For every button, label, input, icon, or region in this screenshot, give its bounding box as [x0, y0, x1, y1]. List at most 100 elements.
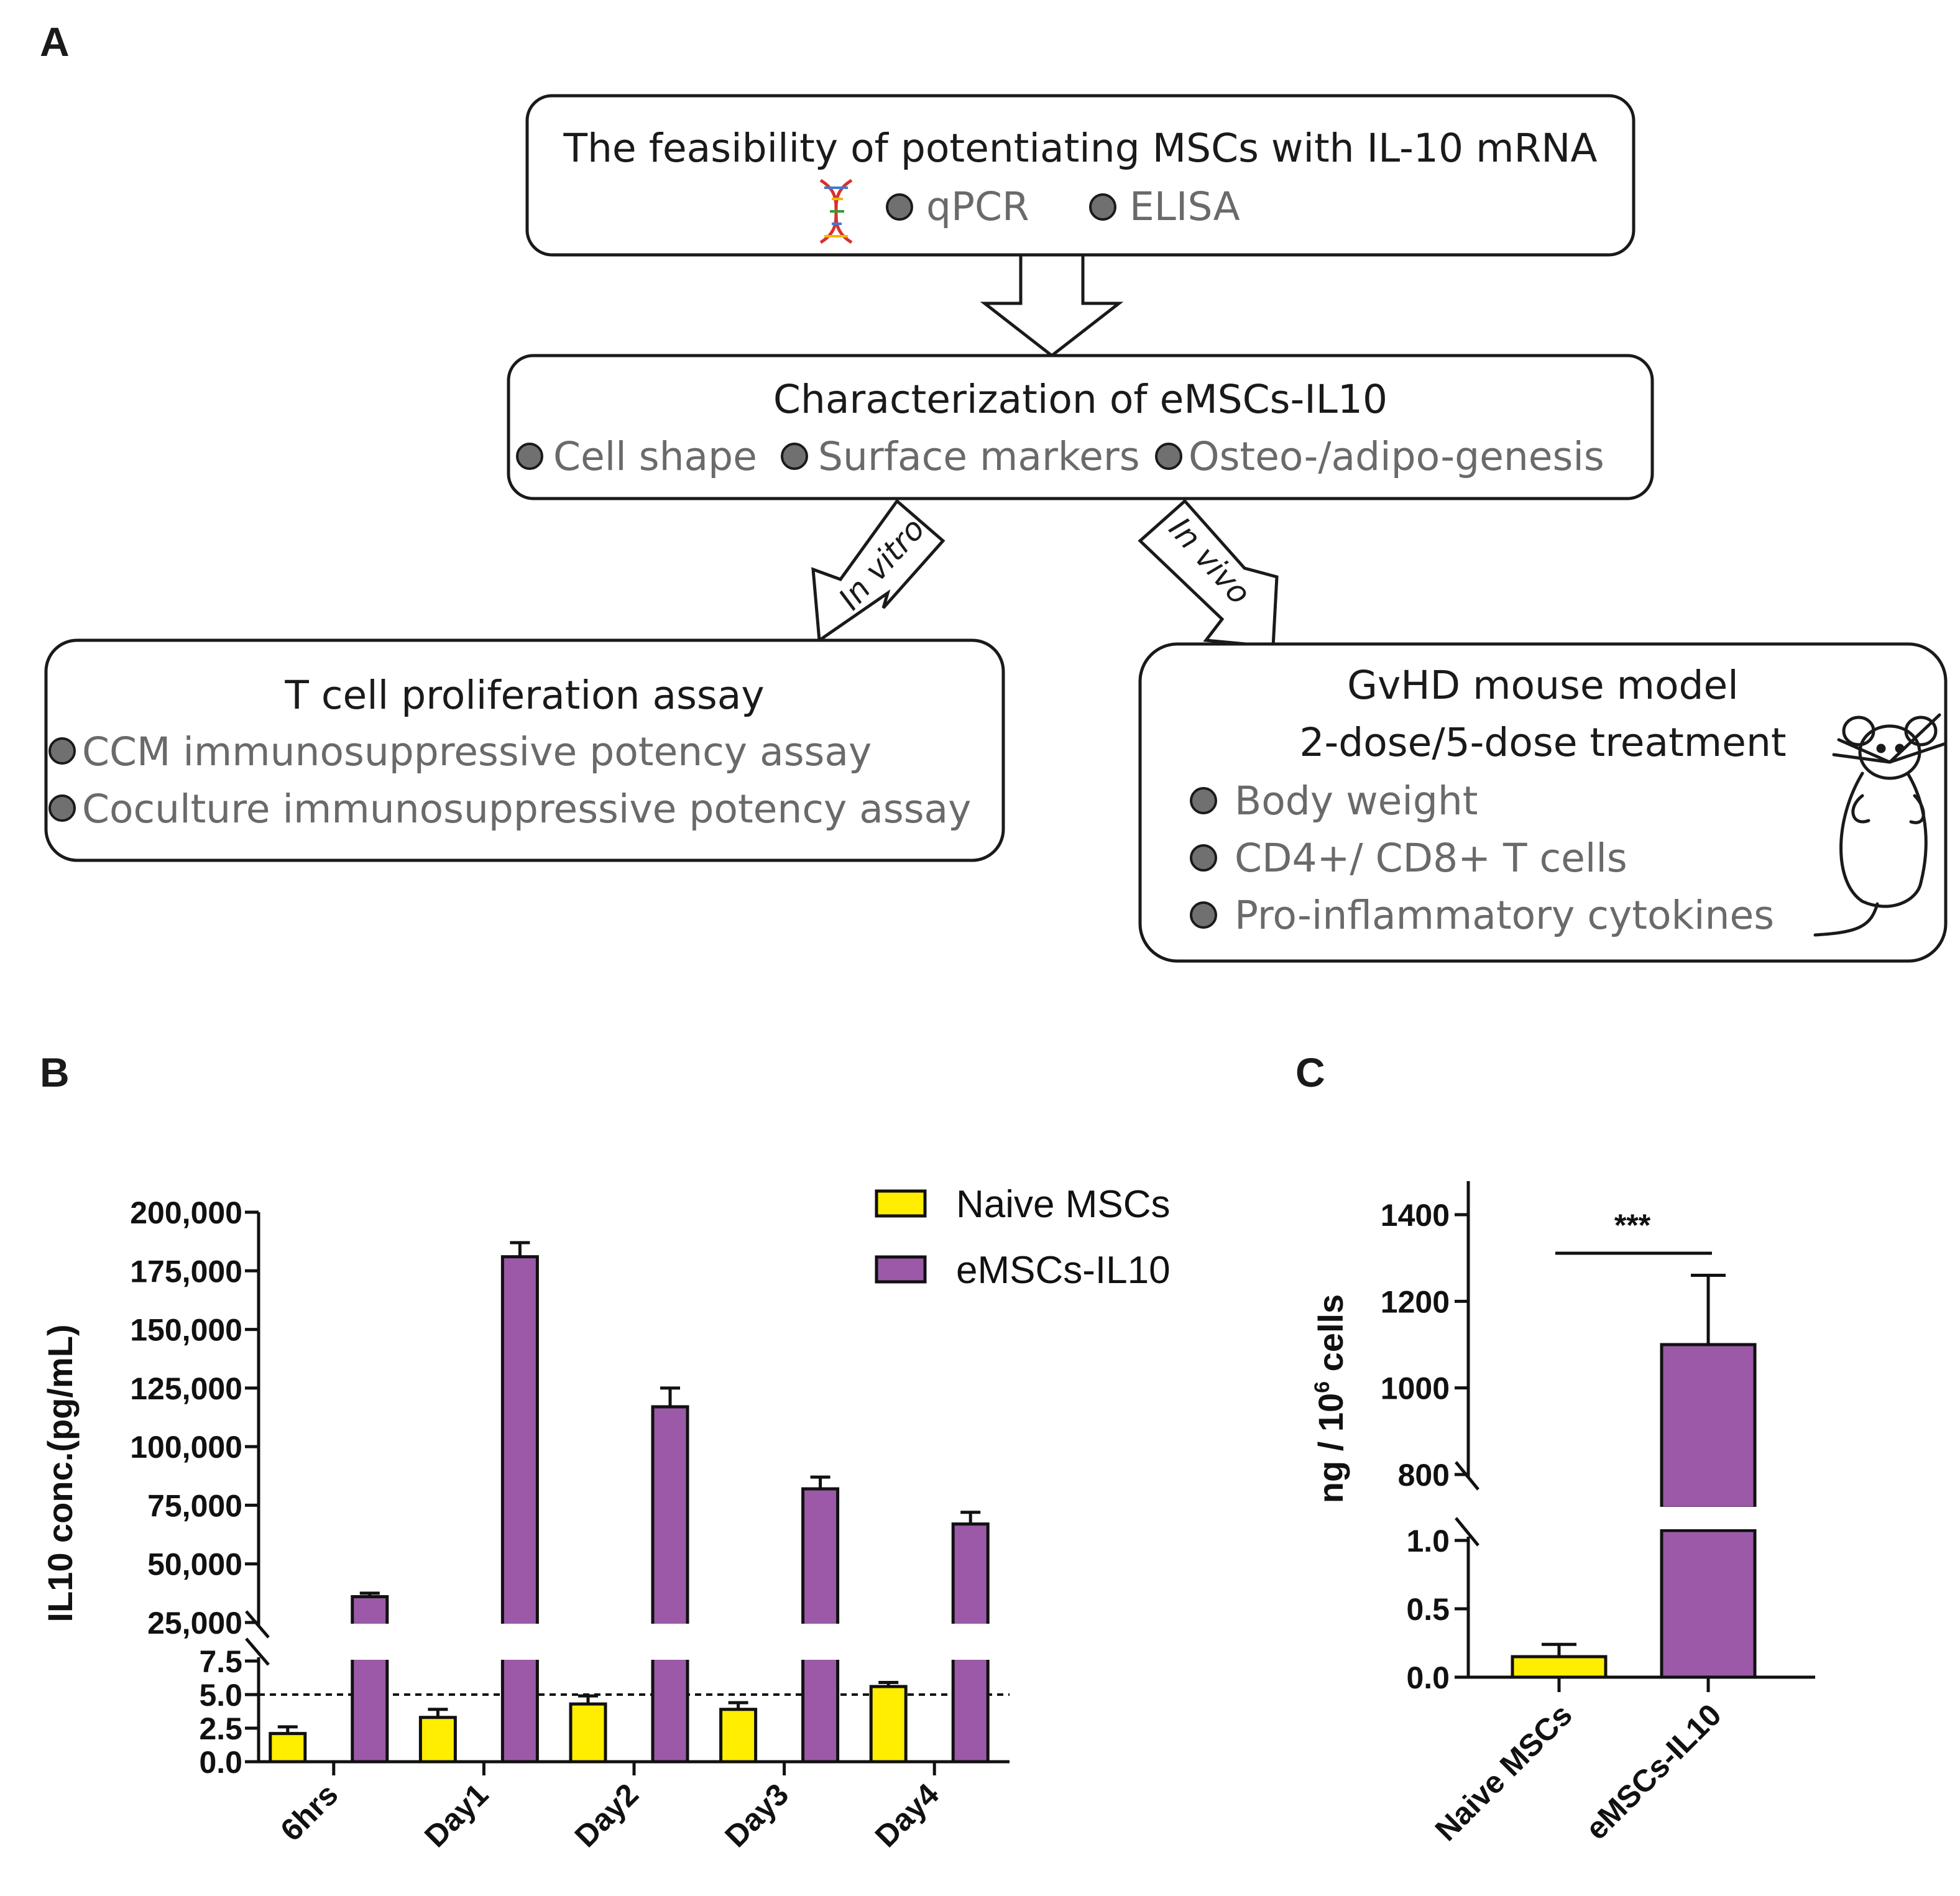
chart-b-ytick-label: 200,000 — [130, 1195, 242, 1230]
panel-label-a: A — [40, 19, 70, 65]
chart-b-bar-naive — [418, 1716, 457, 1764]
bullet-dot-icon — [886, 193, 913, 221]
chart-b-bar-break-gap — [650, 1624, 690, 1660]
gvhd-title-line1: GvHD mouse model — [1347, 663, 1739, 708]
flow-box-feasibility: The feasibility of potentiating MSCs wit… — [525, 94, 1636, 257]
chart-b-ytick-label: 125,000 — [130, 1371, 242, 1406]
chart-b-bar-naive — [719, 1708, 758, 1764]
chart-b-bar-break-gap — [950, 1624, 991, 1660]
chart-c-xtick-label: Naive MSCs — [1429, 1697, 1579, 1848]
chart-b-bar-emsc-lower — [801, 1649, 840, 1764]
chart-b-bar-emsc-lower — [351, 1649, 389, 1764]
bullet-dot-icon — [1155, 443, 1182, 470]
chart-b-xtick-label: Day4 — [868, 1777, 945, 1854]
chart-c-ylabel-main: ng / 10 — [1311, 1393, 1350, 1503]
gvhd-title-line2: 2-dose/5-dose treatment — [1299, 720, 1786, 765]
flow-box-frame — [44, 638, 1005, 862]
chart-b-ytick-label: 7.5 — [199, 1644, 242, 1679]
chart-b-ytick-label: 175,000 — [130, 1254, 242, 1289]
chart-c-ytick-label: 1.0 — [1406, 1524, 1450, 1558]
chart-c-bar-naive — [1511, 1655, 1608, 1679]
chart-c-bar-emsc-lower — [1660, 1529, 1757, 1679]
flow-box-frame — [525, 94, 1636, 257]
bullet-dot-icon — [1190, 901, 1217, 929]
feasibility-item-elisa: ELISA — [1130, 184, 1240, 229]
chart-c-ytick-label: 1200 — [1381, 1284, 1450, 1319]
arrow-in-vitro: In vitro — [811, 499, 945, 643]
chart-b-ytick-label: 100,000 — [130, 1430, 242, 1465]
chart-b-bar-naive — [569, 1702, 607, 1764]
diagonal-arrow-left-icon — [811, 499, 945, 643]
bullet-dot-icon — [781, 443, 808, 470]
chart-c-bar-emsc-upper — [1660, 1343, 1757, 1510]
chart-c-ytick-label: 1400 — [1381, 1198, 1450, 1233]
characterization-title: Characterization of eMSCs-IL10 — [773, 377, 1387, 422]
legend-swatch-naive — [875, 1189, 927, 1218]
chart-b-axis-break — [245, 1610, 270, 1639]
flow-box-gvhd: GvHD mouse model 2-dose/5-dose treatment… — [1138, 642, 1948, 963]
bullet-dot-icon — [48, 737, 76, 765]
significance-stars: *** — [1614, 1208, 1651, 1243]
feasibility-title: The feasibility of potentiating MSCs wit… — [563, 126, 1598, 171]
chart-c-ytick-label: 800 — [1398, 1458, 1450, 1493]
chart-b-ytick-label: 0.0 — [199, 1745, 242, 1780]
bullet-dot-icon — [1089, 193, 1116, 221]
legend-swatch-emsc — [875, 1255, 927, 1284]
chart-b-ytick-label: 150,000 — [130, 1313, 242, 1348]
chart-il10-time-course: IL10 conc.(pg/mL) Naive MSCs eMSCs-IL10 … — [40, 1183, 1171, 1854]
bullet-dot-icon — [48, 794, 76, 822]
chart-c-bar-break-gap — [1659, 1507, 1757, 1529]
chart-c-ytick-label: 1000 — [1381, 1371, 1450, 1406]
chart-b-xtick-label: 6hrs — [274, 1777, 344, 1848]
arrow-in-vivo: In vivo — [1138, 499, 1279, 648]
chart-b-bar-emsc-upper — [801, 1487, 840, 1634]
mouse-icon — [1813, 713, 1948, 937]
legend-label-naive: Naive MSCs — [956, 1183, 1171, 1226]
chart-b-ytick-label: 50,000 — [147, 1547, 242, 1582]
chart-b-axis-break — [245, 1637, 270, 1666]
tcell-title: T cell proliferation assay — [284, 673, 764, 718]
chart-c-ytick-label: 0.5 — [1406, 1592, 1450, 1627]
flow-box-frame — [1138, 642, 1948, 963]
flow-box-characterization: Characterization of eMSCs-IL10 Cell shap… — [507, 354, 1654, 500]
panel-label-c: C — [1295, 1049, 1325, 1095]
chart-b-bar-emsc-upper — [500, 1255, 539, 1634]
chart-b-bar-break-gap — [800, 1624, 840, 1660]
chart-c-ylabel-sup: 6 — [1310, 1381, 1334, 1393]
characterization-item-osteo: Osteo-/adipo-genesis — [1189, 434, 1604, 479]
tcell-item-coculture: Coculture immunosuppressive potency assa… — [82, 786, 971, 832]
feasibility-item-qpcr: qPCR — [926, 184, 1029, 229]
bullet-dot-icon — [516, 443, 543, 470]
chart-c-xtick-label: eMSCs-IL10 — [1579, 1697, 1728, 1846]
chart-c-ytick-label: 0.0 — [1406, 1660, 1450, 1695]
gvhd-item-tcells: CD4+/ CD8+ T cells — [1235, 835, 1627, 881]
chart-b-bar-naive — [869, 1685, 908, 1764]
chart-c-ylabel-tail: cells — [1311, 1294, 1350, 1381]
chart-b-xtick-label: Day3 — [718, 1777, 795, 1854]
chart-b-xtick-label: Day1 — [418, 1777, 495, 1854]
legend-label-emsc: eMSCs-IL10 — [956, 1249, 1171, 1292]
chart-b-xtick-label: Day2 — [568, 1777, 645, 1854]
tcell-item-ccm: CCM immunosuppressive potency assay — [82, 729, 872, 775]
chart-il10-per-cells: ng / 106 cells *** 800 1000 1200 1400 0.0 0.5… — [1310, 1181, 1815, 1848]
bullet-dot-icon — [1190, 844, 1217, 872]
chart-b-bar-emsc-upper — [651, 1405, 689, 1634]
characterization-item-surface-markers: Surface markers — [818, 434, 1140, 479]
chart-b-ytick-label: 75,000 — [147, 1488, 242, 1523]
chart-b-bar-emsc-upper — [951, 1522, 990, 1634]
chart-b-ytick-label: 5.0 — [199, 1678, 242, 1713]
diagonal-arrow-right-icon — [1138, 499, 1279, 648]
flow-box-tcell: T cell proliferation assay CCM immunosup… — [44, 638, 1005, 862]
chart-b-ytick-label: 25,000 — [147, 1606, 242, 1641]
chart-b-bar-emsc-lower — [951, 1649, 990, 1764]
gvhd-item-body-weight: Body weight — [1235, 778, 1478, 824]
chart-b-bar-break-gap — [349, 1624, 390, 1660]
gvhd-item-cytokines: Pro-inflammatory cytokines — [1235, 893, 1774, 938]
chart-b-ylabel: IL10 conc.(pg/mL) — [40, 1324, 80, 1622]
chart-b-bar-emsc-lower — [651, 1649, 689, 1764]
chart-b-bar-emsc-lower — [500, 1649, 539, 1764]
bullet-dot-icon — [1190, 787, 1217, 814]
characterization-item-cell-shape: Cell shape — [553, 434, 757, 479]
dna-icon — [819, 178, 853, 244]
panel-label-b: B — [40, 1049, 70, 1095]
